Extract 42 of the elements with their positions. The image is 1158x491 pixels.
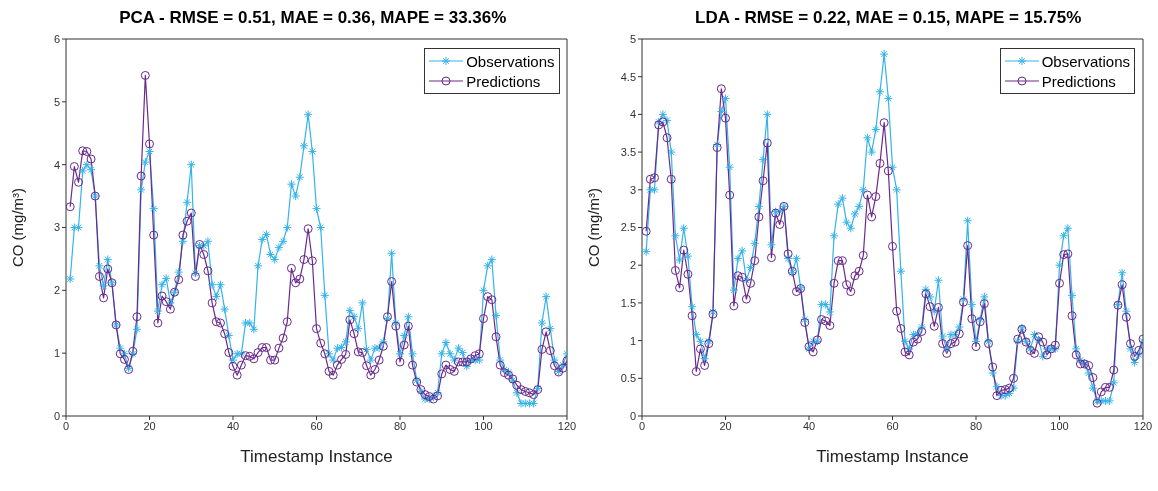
x-tick-label: 100	[474, 419, 493, 432]
y-tick-label: 1.5	[620, 296, 636, 309]
legend-label: Observations	[466, 52, 555, 70]
y-tick-label: 0	[53, 409, 60, 422]
x-tick-label: 20	[143, 419, 156, 432]
y-tick-label: 1	[629, 334, 636, 347]
x-tick-label: 80	[393, 419, 407, 432]
x-tick-label: 20	[718, 419, 732, 432]
y-tick-label: 2	[53, 284, 60, 297]
x-tick-label: 120	[557, 419, 577, 432]
x-tick-label: 0	[62, 419, 70, 432]
y-tick-label: 3	[53, 221, 60, 234]
y-tick-label: 3.5	[620, 146, 636, 159]
x-tick-label: 60	[310, 419, 323, 432]
x-tick-label: 0	[638, 419, 645, 432]
y-tick-label: 2.5	[620, 221, 636, 234]
y-tick-label: 6	[53, 32, 60, 45]
x-tick-label: 40	[226, 419, 240, 432]
y-tick-label: 4	[53, 158, 60, 171]
y-tick-label: 3	[629, 183, 636, 196]
y-tick-label: 4.5	[620, 70, 636, 83]
y-tick-label: 5	[629, 32, 636, 45]
y-tick-label: 2	[629, 259, 636, 272]
x-axis-title: Timestamp Instance	[815, 447, 969, 466]
y-axis-title: CO (mg/m³)	[9, 187, 27, 268]
y-tick-label: 0.5	[620, 372, 636, 385]
y-tick-label: 0	[629, 409, 636, 422]
x-tick-label: 60	[885, 419, 899, 432]
y-axis-title: CO (mg/m³)	[584, 187, 602, 268]
x-axis-title: Timestamp Instance	[240, 447, 393, 466]
chart-title: LDA - RMSE = 0.22, MAE = 0.15, MAPE = 15.75%	[694, 8, 1083, 29]
x-tick-label: 80	[969, 419, 982, 432]
y-tick-label: 5	[53, 95, 60, 108]
legend-label: Predictions	[1041, 72, 1116, 90]
y-tick-label: 4	[629, 108, 636, 121]
legend-label: Observations	[1041, 52, 1130, 70]
legend-label: Predictions	[466, 72, 541, 90]
chart-title: PCA - RMSE = 0.51, MAE = 0.36, MAPE = 33.36%	[118, 8, 508, 29]
x-tick-label: 100	[1049, 419, 1069, 432]
x-tick-label: 120	[1133, 419, 1152, 432]
y-tick-label: 1	[53, 347, 60, 360]
x-tick-label: 40	[802, 419, 815, 432]
